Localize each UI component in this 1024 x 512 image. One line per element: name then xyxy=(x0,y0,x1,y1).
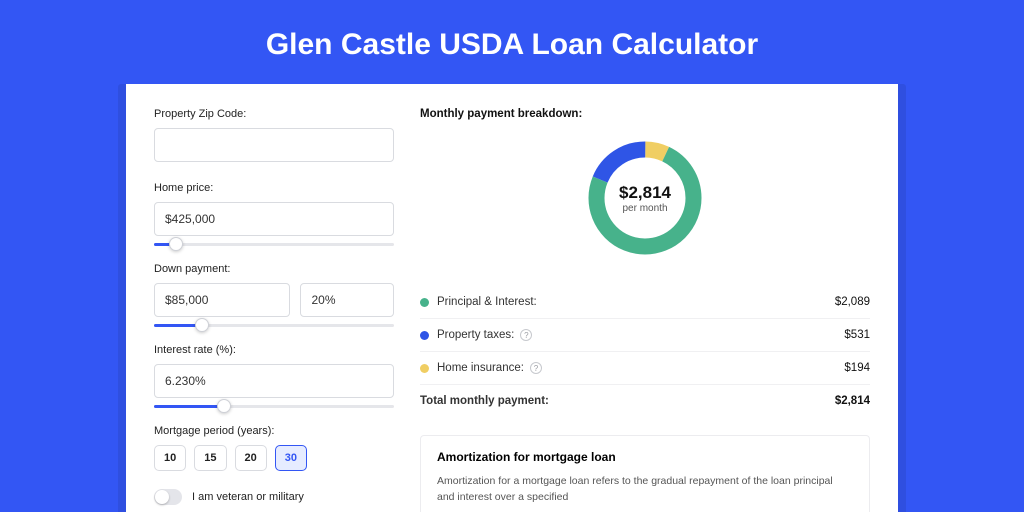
period-group: Mortgage period (years): 10 15 20 30 xyxy=(154,425,394,471)
veteran-toggle-row: I am veteran or military xyxy=(154,489,394,505)
breakdown-total-value: $2,814 xyxy=(835,395,870,407)
home-price-group: Home price: xyxy=(154,182,394,249)
page-title: Glen Castle USDA Loan Calculator xyxy=(0,0,1024,84)
veteran-toggle[interactable] xyxy=(154,489,182,505)
period-options: 10 15 20 30 xyxy=(154,445,394,471)
legend-dot-icon xyxy=(420,298,429,307)
zip-group: Property Zip Code: xyxy=(154,108,394,162)
donut-chart-wrap: $2,814 per month xyxy=(420,134,870,262)
info-icon[interactable]: ? xyxy=(530,362,542,374)
period-option-10[interactable]: 10 xyxy=(154,445,186,471)
amortization-body: Amortization for a mortgage loan refers … xyxy=(437,474,853,506)
card-container: Property Zip Code: Home price: Down paym… xyxy=(118,84,906,512)
breakdown-lines: Principal & Interest: $2,089 Property taxe… xyxy=(420,286,870,417)
interest-input[interactable] xyxy=(154,364,394,398)
slider-knob[interactable] xyxy=(195,318,209,332)
down-payment-pct-input[interactable] xyxy=(300,283,394,317)
breakdown-total: Total monthly payment: $2,814 xyxy=(420,384,870,417)
breakdown-line-label: Property taxes:? xyxy=(420,329,532,341)
breakdown-line-value: $531 xyxy=(844,329,870,341)
info-icon[interactable]: ? xyxy=(520,329,532,341)
legend-dot-icon xyxy=(420,364,429,373)
period-label: Mortgage period (years): xyxy=(154,425,394,437)
breakdown-line: Property taxes:? $531 xyxy=(420,318,870,351)
toggle-knob xyxy=(155,490,169,504)
period-option-20[interactable]: 20 xyxy=(235,445,267,471)
donut-center-value: $2,814 xyxy=(619,183,671,203)
slider-knob[interactable] xyxy=(217,399,231,413)
amortization-title: Amortization for mortgage loan xyxy=(437,450,853,464)
form-panel: Property Zip Code: Home price: Down paym… xyxy=(154,108,394,512)
donut-center: $2,814 per month xyxy=(581,134,709,262)
down-payment-input[interactable] xyxy=(154,283,290,317)
breakdown-line-label: Principal & Interest: xyxy=(420,296,537,308)
breakdown-title: Monthly payment breakdown: xyxy=(420,108,870,120)
interest-slider[interactable] xyxy=(154,401,394,411)
home-price-label: Home price: xyxy=(154,182,394,194)
breakdown-line-value: $194 xyxy=(844,362,870,374)
slider-fill xyxy=(154,405,224,408)
breakdown-line-label: Home insurance:? xyxy=(420,362,542,374)
home-price-slider[interactable] xyxy=(154,239,394,249)
home-price-input[interactable] xyxy=(154,202,394,236)
interest-label: Interest rate (%): xyxy=(154,344,394,356)
breakdown-line: Principal & Interest: $2,089 xyxy=(420,286,870,318)
breakdown-line-value: $2,089 xyxy=(835,296,870,308)
donut-chart: $2,814 per month xyxy=(581,134,709,262)
zip-label: Property Zip Code: xyxy=(154,108,394,120)
slider-knob[interactable] xyxy=(169,237,183,251)
period-option-30[interactable]: 30 xyxy=(275,445,307,471)
results-panel: Monthly payment breakdown: $2,814 per mo… xyxy=(420,108,870,512)
veteran-label: I am veteran or military xyxy=(192,491,304,503)
legend-dot-icon xyxy=(420,331,429,340)
amortization-section: Amortization for mortgage loan Amortizat… xyxy=(420,435,870,512)
period-option-15[interactable]: 15 xyxy=(194,445,226,471)
breakdown-total-label: Total monthly payment: xyxy=(420,395,549,407)
donut-center-sub: per month xyxy=(622,203,667,214)
calculator-card: Property Zip Code: Home price: Down paym… xyxy=(126,84,898,512)
interest-group: Interest rate (%): xyxy=(154,344,394,411)
down-payment-slider[interactable] xyxy=(154,320,394,330)
down-payment-label: Down payment: xyxy=(154,263,394,275)
zip-input[interactable] xyxy=(154,128,394,162)
breakdown-line: Home insurance:? $194 xyxy=(420,351,870,384)
slider-track xyxy=(154,243,394,246)
down-payment-group: Down payment: xyxy=(154,263,394,330)
